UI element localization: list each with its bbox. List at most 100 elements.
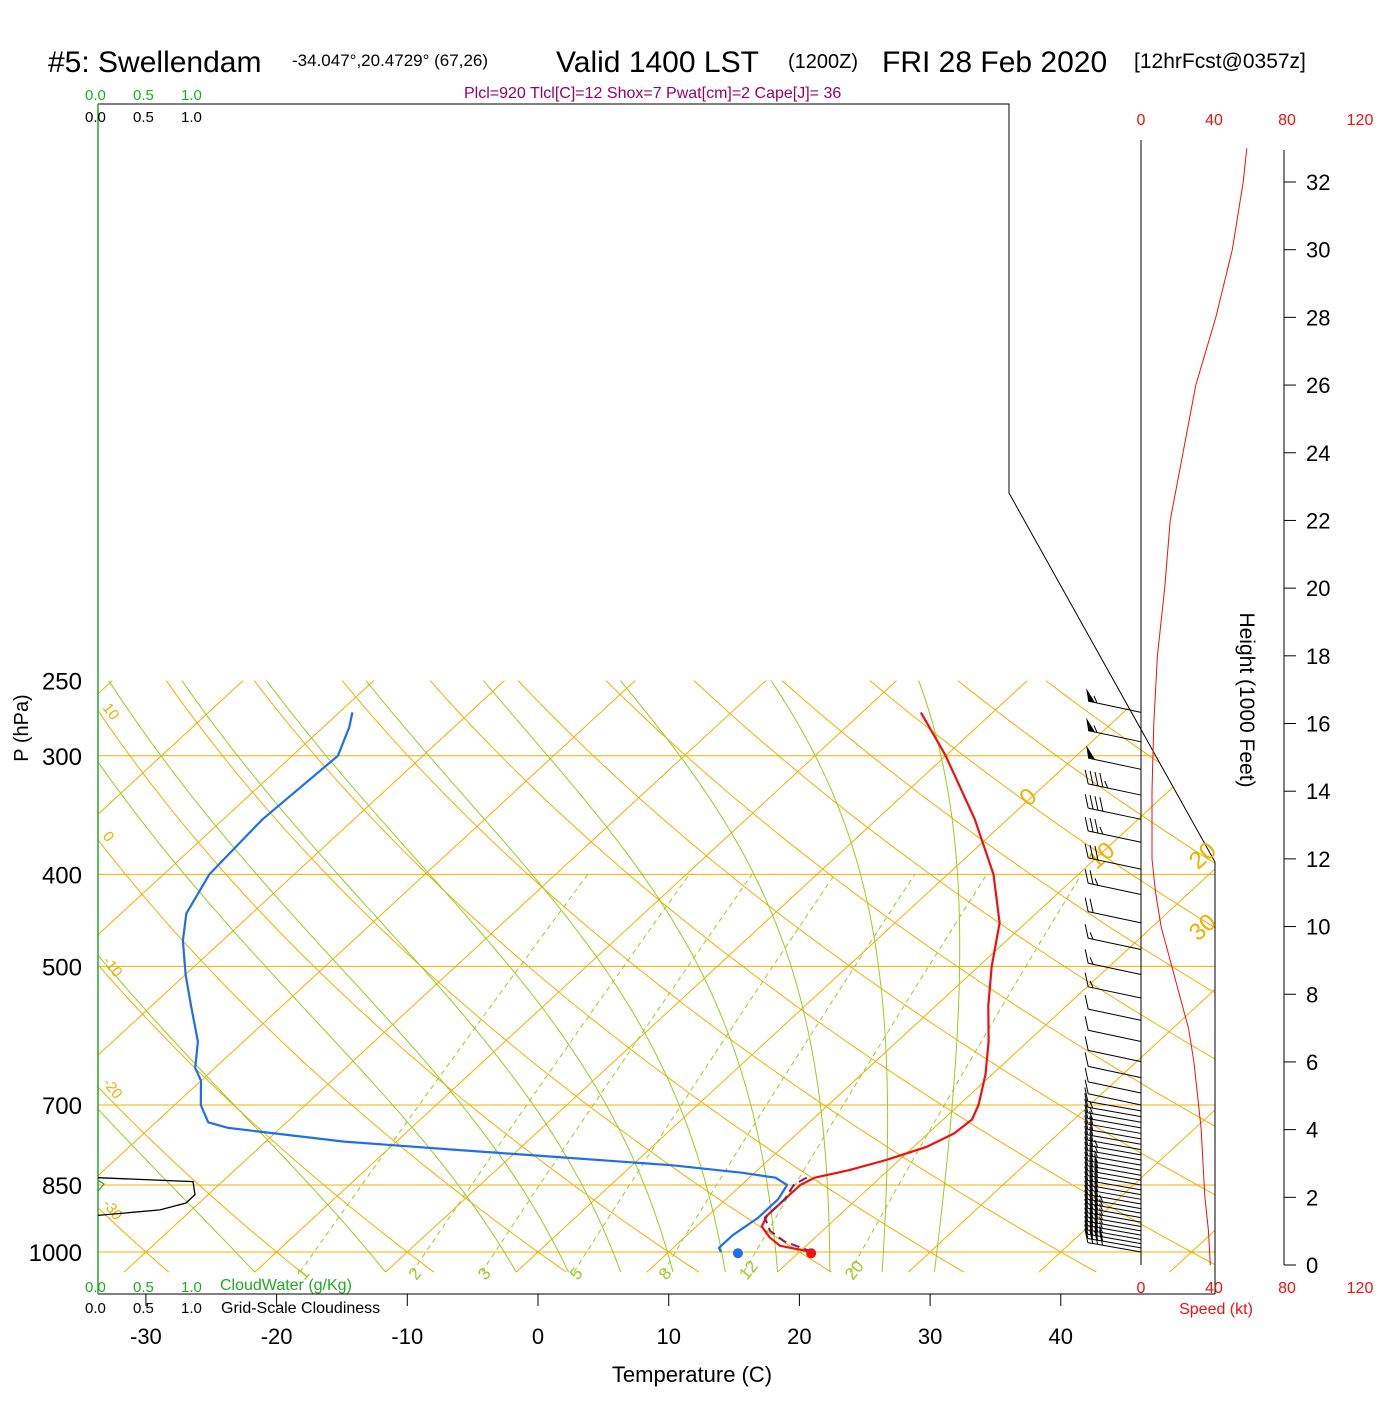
barb-feather (1089, 1181, 1094, 1196)
barb-feather (1094, 1226, 1099, 1241)
temperature-tick-label: 10 (656, 1324, 680, 1349)
speed-tick-label-top: 120 (1347, 112, 1374, 129)
barb-feather (1099, 1216, 1104, 1225)
wind-barb (1084, 1203, 1142, 1227)
isotherm-line (98, 680, 244, 1273)
mixing-ratio-label: 2 (405, 1264, 426, 1283)
barb-shaft (1088, 700, 1142, 713)
barb-feather (1099, 797, 1104, 812)
barb-feather (1094, 1186, 1099, 1202)
moist-adiabat (620, 680, 831, 1273)
barb-feather (1084, 1098, 1089, 1114)
temperature-tick-label: 40 (1049, 1324, 1073, 1349)
barb-feather (1084, 1136, 1089, 1151)
wind-barb (1084, 769, 1142, 796)
barb-feather (1094, 1158, 1099, 1173)
pressure-tick-label: 1000 (29, 1240, 82, 1267)
barb-feather (1094, 818, 1099, 834)
station-coords: -34.047°,20.4729° (67,26) (292, 51, 488, 70)
barb-shaft (1088, 882, 1142, 895)
height-tick-label: 30 (1306, 238, 1330, 263)
wind-barb (1084, 1194, 1142, 1219)
barb-feather (1099, 1225, 1104, 1233)
cloudiness-scale-top-2: 1.0 (181, 109, 202, 126)
barb-feather (1094, 1200, 1099, 1215)
barb-shaft (1088, 986, 1142, 999)
barb-feather (1104, 780, 1109, 789)
moist-adiabat (483, 680, 779, 1273)
barb-feather (1094, 1177, 1099, 1192)
temperature-axis: -30 -20 -10 0 10 20 30 40 (130, 1294, 1073, 1349)
barb-shaft (1087, 1134, 1142, 1145)
barb-feather (1084, 1203, 1089, 1218)
wind-barb (1084, 1079, 1142, 1106)
dry-adiabat (957, 680, 1215, 1273)
barb-feather (1084, 1180, 1089, 1195)
isotherm-line (515, 680, 1159, 1273)
mixing-ratio-label: 20 (841, 1257, 868, 1284)
isotherm-line (98, 680, 505, 1273)
barb-feather (1099, 1208, 1104, 1216)
valid-time: Valid 1400 LST (556, 46, 759, 79)
dry-adiabat (429, 680, 1215, 1273)
dry-adiabat (605, 680, 1215, 1273)
barb-feather (1089, 770, 1094, 785)
wind-barb (1084, 1126, 1142, 1151)
barb-shaft (1087, 1179, 1142, 1191)
barb-feather (1089, 1137, 1094, 1152)
moist-adiabat (98, 680, 256, 1273)
wind-barb (1084, 1220, 1142, 1245)
dry-adiabat (1310, 681, 1400, 1273)
cloudwater-scale-top-1: 0.5 (133, 87, 154, 104)
barb-feather (1094, 1182, 1099, 1197)
temperature-tick-label: -10 (391, 1324, 423, 1349)
wind-barb (1084, 1036, 1142, 1063)
dry-adiabat (0, 681, 36, 1273)
barb-feather (1089, 1208, 1094, 1223)
barb-shaft (1087, 1155, 1142, 1166)
barb-feather (1084, 1175, 1089, 1191)
barb-shaft (1088, 757, 1142, 770)
moist-adiabat (181, 680, 622, 1273)
barb-shaft (1088, 1008, 1142, 1021)
barb-pennant (1086, 717, 1096, 733)
barb-feather (1089, 1132, 1094, 1147)
barb-shaft (1088, 1029, 1142, 1042)
temperature-tick-label: 0 (532, 1324, 544, 1349)
cloudiness-profile (97, 1177, 196, 1217)
barb-feather (1084, 1052, 1089, 1067)
barb-feather (1084, 1207, 1089, 1222)
barb-feather (1094, 1230, 1099, 1245)
dry-adiabat-label: -20 (99, 1075, 126, 1103)
wind-barb (1084, 1171, 1142, 1196)
height-tick-label: 10 (1306, 915, 1330, 940)
parcel-line (763, 1174, 813, 1253)
barb-feather (1089, 980, 1094, 989)
height-tick-label: 8 (1306, 982, 1318, 1007)
pressure-axis-label: P (hPa) (11, 694, 33, 761)
barb-feather (1089, 1167, 1094, 1182)
height-tick-label: 26 (1306, 373, 1330, 398)
dry-adiabat (98, 680, 435, 1273)
barb-feather (1089, 1152, 1094, 1167)
isotherm-line (777, 680, 1215, 1273)
wind-barb (1084, 843, 1142, 870)
barb-feather (1094, 878, 1099, 886)
dry-adiabat (98, 680, 567, 1273)
isotherm-label: 20 (1184, 837, 1222, 875)
cloudwater-scale-top-0: 0.0 (85, 87, 106, 104)
cloudwater-scale-bottom-0: 0.0 (85, 1279, 106, 1296)
barb-shaft (1087, 1144, 1142, 1156)
barb-feather (1094, 771, 1099, 787)
wind-barb (1084, 1185, 1142, 1210)
barb-shaft (1087, 1203, 1142, 1214)
pressure-axis: 250 300 400 500 700 850 1000 (29, 669, 82, 1267)
isotherm-line (646, 680, 1215, 1273)
barb-feather (1094, 1195, 1099, 1211)
moist-adiabat (266, 680, 674, 1273)
dry-adiabat (98, 680, 302, 1273)
mixing-ratio-line (299, 874, 589, 1273)
barb-feather (1094, 1209, 1099, 1224)
height-tick-label: 32 (1306, 170, 1330, 195)
